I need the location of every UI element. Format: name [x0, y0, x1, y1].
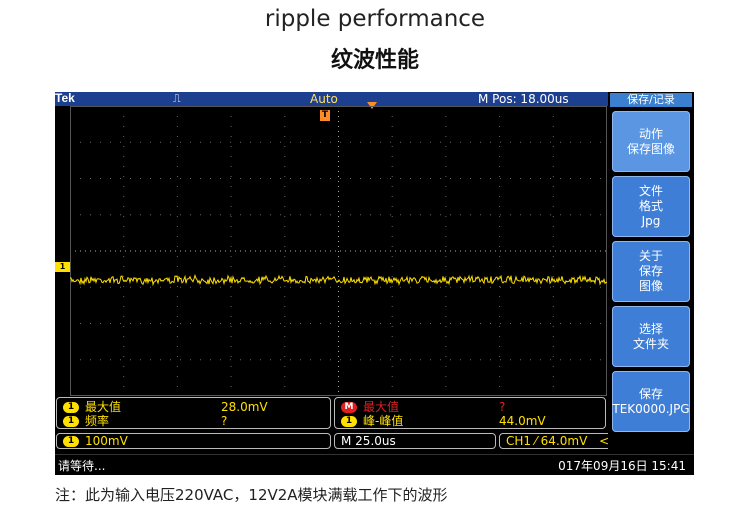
- measurement-row: 1 最大值 28.0mV: [63, 400, 336, 414]
- measurement-panel-left: 1 最大值 28.0mV 1 频率?: [56, 397, 331, 429]
- ch1-scale-box[interactable]: 1 100mV: [56, 433, 331, 449]
- measurement-name: 最大值: [363, 400, 400, 414]
- waveform-graticule: [70, 106, 607, 396]
- trigger-level: CH1 ⁄ 64.0mV: [506, 434, 588, 448]
- menu-button-select-folder[interactable]: 选择 文件夹: [612, 306, 690, 367]
- measurement-row: 1 峰-峰值 44.0mV: [341, 414, 611, 428]
- math-badge: M: [341, 402, 357, 413]
- measurement-name: 频率: [85, 414, 110, 428]
- menu-button-action-save-image[interactable]: 动作 保存图像: [612, 111, 690, 172]
- ch1-badge: 1: [63, 436, 79, 447]
- acquisition-pulse-icon: ⎍: [173, 92, 181, 105]
- timebase-box[interactable]: M 25.0us: [334, 433, 496, 449]
- title-english: ripple performance: [264, 6, 486, 32]
- menu-title: 保存/记录: [610, 93, 692, 107]
- ch1-waveform-trace: [70, 273, 607, 287]
- graticule-border: [70, 106, 607, 396]
- ch1-badge: 1: [341, 416, 357, 427]
- measurement-name: 峰-峰值: [363, 414, 404, 428]
- ch1-volts-per-div: 100mV: [85, 434, 128, 448]
- graticule-grid: [70, 106, 607, 396]
- save-recall-menu: 保存/记录 动作 保存图像 文件 格式 Jpg 关于 保存 图像 选择 文件夹 …: [608, 92, 694, 454]
- measurement-value: ?: [499, 400, 506, 414]
- measurement-value: 28.0mV: [221, 400, 268, 414]
- menu-button-file-format[interactable]: 文件 格式 Jpg: [612, 176, 690, 237]
- horizontal-position: M Pos: 18.00us: [478, 92, 569, 106]
- scope-top-bar: Tek ⎍ Auto M Pos: 18.00us: [55, 92, 609, 106]
- brand-logo: Tek: [55, 92, 75, 105]
- menu-button-save-file[interactable]: 保存 TEK0000.JPG: [612, 371, 690, 432]
- ch1-badge: 1: [63, 416, 79, 427]
- measurement-value: 44.0mV: [499, 414, 546, 428]
- oscilloscope-screen: Tek ⎍ Auto M Pos: 18.00us T 1 1 最大值 28.0mV…: [55, 92, 694, 475]
- figure-caption: 注：此为输入电压220VAC，12V2A模块满载工作下的波形: [55, 486, 448, 504]
- measurement-panel-right: M 最大值? 1 峰-峰值 44.0mV: [334, 397, 606, 429]
- timebase-value: M 25.0us: [341, 434, 396, 448]
- trigger-status: Auto: [310, 92, 338, 106]
- ch1-badge: 1: [63, 402, 79, 413]
- measurement-row: 1 频率?: [63, 414, 336, 428]
- date-time: 017年09月16日 15:41: [558, 459, 686, 473]
- menu-button-about-save-image[interactable]: 关于 保存 图像: [612, 241, 690, 302]
- measurement-row: M 最大值?: [341, 400, 611, 414]
- measurement-name: 最大值: [85, 400, 122, 414]
- wait-message: 请等待...: [58, 459, 106, 473]
- trigger-marker-icon: T: [320, 110, 330, 121]
- measurement-value: ?: [221, 414, 228, 428]
- trigger-position-arrow-icon: [367, 102, 377, 109]
- title-chinese: 纹波性能: [330, 48, 419, 73]
- status-bar: 请等待... 017年09月16日 15:41: [55, 454, 694, 475]
- ch1-ground-marker[interactable]: 1: [55, 262, 70, 272]
